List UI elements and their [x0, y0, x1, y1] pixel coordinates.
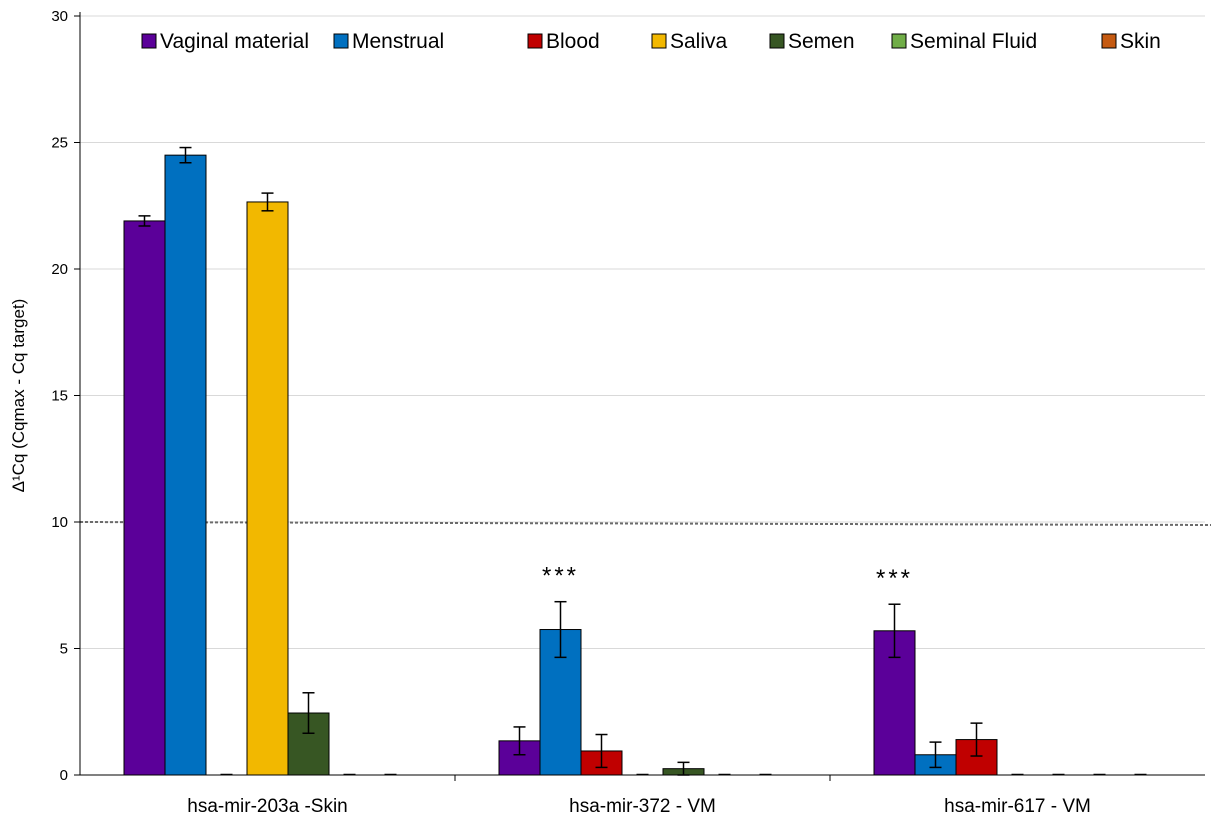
legend-item: Semen [769, 30, 855, 53]
y-axis-title: Δ¹Cq (Cqmax - Cq target) [9, 299, 28, 493]
y-tick-label: 10 [51, 514, 68, 531]
legend-swatch [891, 33, 907, 49]
legend-label: Blood [546, 30, 600, 53]
legend-item: Saliva [651, 30, 728, 53]
legend-swatch [527, 33, 543, 49]
significance-annotation: *** [542, 563, 579, 590]
legend-item: Seminal Fluid [891, 30, 1037, 53]
legend-item: Vaginal material [141, 30, 309, 53]
y-tick-label: 0 [60, 767, 68, 784]
legend-swatch [651, 33, 667, 49]
bars [123, 146, 1147, 776]
axis-labels: 0 5 10 15 20 25 30 Δ¹Cq (Cqmax - Cq target) hsa-… [9, 8, 1091, 817]
y-tick-label: 15 [51, 388, 68, 405]
bar-vaginal-material [123, 220, 166, 776]
legend-swatch [769, 33, 785, 49]
legend-label: Seminal Fluid [910, 30, 1037, 53]
y-tick-label: 5 [60, 641, 68, 658]
y-tick-label: 25 [51, 135, 68, 152]
y-tick-label: 20 [51, 261, 68, 278]
bar-menstrual [164, 154, 207, 776]
legend-label: Menstrual [352, 30, 444, 53]
annotations: *** *** [542, 563, 913, 593]
legend-item: Menstrual [333, 30, 444, 53]
legend-label: Skin [1120, 30, 1161, 53]
legend-swatch [1101, 33, 1117, 49]
x-category-label: hsa-mir-617 - VM [944, 796, 1091, 817]
y-tick-label: 30 [51, 8, 68, 25]
bar-saliva [246, 201, 289, 776]
legend-item: Blood [527, 30, 600, 53]
legend-label: Saliva [670, 30, 728, 53]
x-category-label: hsa-mir-203a -Skin [187, 796, 348, 817]
x-category-label: hsa-mir-372 - VM [569, 796, 716, 817]
legend-item: Skin [1101, 30, 1161, 53]
legend-swatch [333, 33, 349, 49]
threshold-line-group [79, 521, 1211, 526]
threshold-line [79, 521, 1211, 526]
legend-label: Semen [788, 30, 855, 53]
significance-annotation: *** [876, 565, 913, 592]
axes [74, 12, 1205, 781]
legend-label: Vaginal material [160, 30, 309, 53]
legend: Vaginal material Menstrual Blood Saliva Seme… [141, 30, 1161, 53]
legend-swatch [141, 33, 157, 49]
